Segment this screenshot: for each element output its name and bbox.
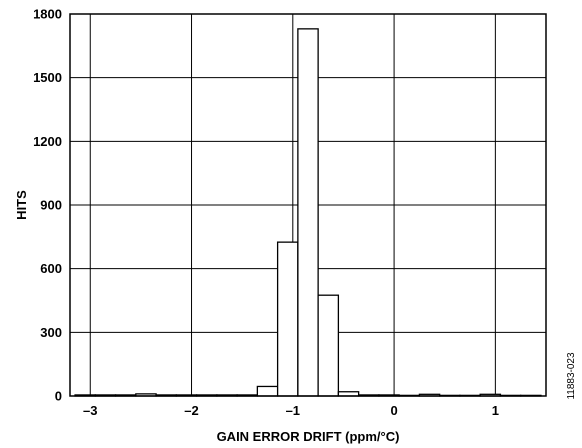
plot-frame <box>69 13 547 397</box>
histogram-bar <box>297 28 319 397</box>
y-tick-label: 600 <box>40 261 62 276</box>
x-tick-label: –3 <box>83 403 97 418</box>
y-tick-label: 900 <box>40 198 62 213</box>
y-tick-label: 1500 <box>33 70 62 85</box>
y-axis-label: HITS <box>14 190 29 220</box>
x-tick-label: –2 <box>184 403 198 418</box>
figure-id-label: 11883-023 <box>566 352 577 400</box>
x-tick-label: –1 <box>286 403 300 418</box>
x-axis-tick-labels: –3 –2 –1 0 1 <box>83 403 499 418</box>
y-tick-label: 1200 <box>33 134 62 149</box>
histogram-bars <box>74 28 542 397</box>
histogram-bar <box>276 241 299 397</box>
x-tick-label: 0 <box>390 403 397 418</box>
histogram-bar <box>256 385 279 397</box>
y-tick-label: 300 <box>40 325 62 340</box>
y-tick-label: 0 <box>55 389 62 404</box>
y-axis-tick-labels: 0 300 600 900 1200 1500 1800 <box>33 7 62 404</box>
y-tick-label: 1800 <box>33 7 62 22</box>
x-tick-label: 1 <box>492 403 499 418</box>
x-axis-label: GAIN ERROR DRIFT (ppm/°C) <box>217 429 400 444</box>
histogram-bar <box>317 294 340 397</box>
